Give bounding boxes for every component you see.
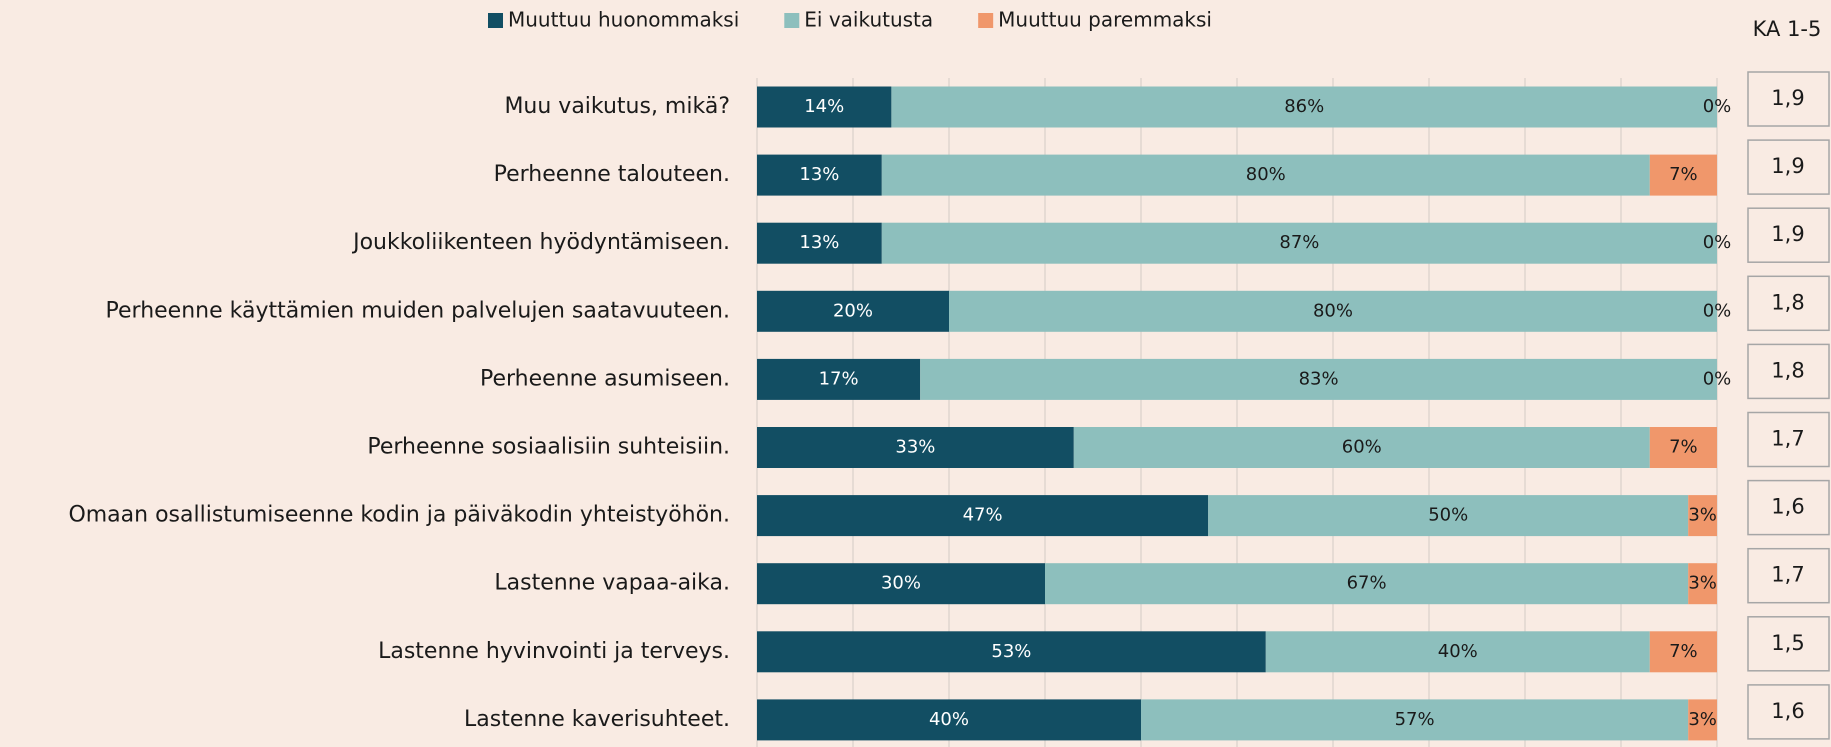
average-title: KA 1-5	[1753, 17, 1822, 41]
bar-segment	[1688, 495, 1717, 537]
bar-segment	[1649, 427, 1717, 468]
bar-segment	[1649, 154, 1717, 196]
value-label: 80%	[1246, 164, 1286, 185]
category-label: Muu vaikutus, mikä?	[504, 94, 730, 119]
bar-segment	[949, 290, 1717, 332]
average-box	[1747, 275, 1830, 332]
average-box	[1747, 547, 1830, 604]
bar-segment	[1688, 699, 1717, 741]
bar-segment	[1045, 563, 1689, 605]
value-label: 53%	[991, 641, 1031, 662]
bar-segment	[757, 86, 892, 128]
bar-segment	[757, 631, 1266, 673]
value-label: 7%	[1669, 164, 1698, 185]
value-label: 83%	[1299, 368, 1339, 389]
value-label: 0%	[1703, 232, 1732, 253]
value-label: 86%	[1284, 96, 1324, 117]
average-value: 1,7	[1771, 427, 1804, 451]
value-label: 60%	[1342, 437, 1382, 458]
bar-segment	[1073, 427, 1650, 468]
value-label: 20%	[833, 300, 873, 321]
average-value: 1,6	[1771, 495, 1804, 519]
value-label: 7%	[1669, 437, 1698, 458]
average-value: 1,7	[1771, 563, 1804, 587]
bar-segment	[1688, 563, 1717, 605]
bar-segment	[881, 154, 1650, 196]
value-label: 3%	[1688, 505, 1717, 526]
average-box	[1747, 684, 1830, 740]
bar-segment	[920, 358, 1717, 400]
average-box	[1747, 139, 1830, 195]
value-label: 0%	[1703, 368, 1732, 389]
value-label: 17%	[819, 368, 859, 389]
average-value: 1,8	[1771, 358, 1804, 382]
bar-segment	[757, 495, 1209, 537]
category-label: Perheenne asumiseen.	[480, 366, 730, 391]
bar-segment	[757, 154, 882, 196]
bar-segment	[891, 86, 1717, 128]
bar-segment	[1141, 699, 1689, 741]
value-label: 40%	[929, 709, 969, 730]
category-label: Lastenne vapaa-aika.	[494, 571, 730, 596]
bar-segment	[757, 699, 1141, 741]
value-label: 87%	[1279, 232, 1319, 253]
category-label: Perheenne sosiaalisiin suhteisiin.	[367, 435, 730, 460]
value-label: 13%	[799, 232, 839, 253]
average-value: 1,9	[1771, 86, 1804, 110]
bar-segment	[757, 290, 949, 332]
average-box	[1747, 343, 1830, 400]
average-box	[1747, 411, 1830, 468]
bar-segment	[881, 222, 1717, 264]
value-label: 0%	[1703, 96, 1732, 117]
value-label: 80%	[1313, 300, 1353, 321]
value-label: 57%	[1395, 709, 1435, 730]
legend-swatch	[978, 13, 994, 28]
value-label: 50%	[1428, 505, 1468, 526]
category-label: Joukkoliikenteen hyödyntämiseen.	[351, 230, 730, 255]
bar-segment	[757, 427, 1074, 468]
category-label: Perheenne talouteen.	[494, 162, 730, 187]
value-label: 7%	[1669, 641, 1698, 662]
average-box	[1747, 207, 1830, 263]
category-label: Omaan osallistumiseenne kodin ja päiväko…	[68, 503, 730, 528]
bar-segment	[1208, 495, 1689, 537]
value-label: 3%	[1688, 573, 1717, 594]
legend-swatch	[784, 13, 800, 28]
bar-segment	[1649, 631, 1717, 673]
value-label: 33%	[895, 437, 935, 458]
average-box	[1747, 479, 1830, 536]
bar-segment	[757, 222, 882, 264]
bar-segment	[757, 358, 921, 400]
value-label: 3%	[1688, 709, 1717, 730]
legend-label: Ei vaikutusta	[804, 8, 933, 32]
value-label: 40%	[1438, 641, 1478, 662]
average-box	[1747, 616, 1830, 672]
legend-label: Muuttuu paremmaksi	[998, 8, 1212, 32]
category-label: Perheenne käyttämien muiden palvelujen s…	[106, 298, 730, 323]
value-label: 13%	[799, 164, 839, 185]
value-label: 0%	[1703, 300, 1732, 321]
value-label: 14%	[804, 96, 844, 117]
legend-swatch	[488, 13, 503, 28]
category-label: Lastenne hyvinvointi ja terveys.	[378, 639, 730, 664]
category-label: Lastenne kaverisuhteet.	[464, 707, 730, 732]
bar-segment	[1265, 631, 1650, 673]
value-label: 47%	[963, 505, 1003, 526]
legend-label: Muuttuu huonommaksi	[508, 8, 739, 32]
average-box	[1747, 71, 1830, 127]
average-value: 1,9	[1771, 154, 1804, 178]
value-label: 67%	[1347, 573, 1387, 594]
bar-segment	[757, 563, 1045, 605]
value-label: 30%	[881, 573, 921, 594]
average-value: 1,9	[1771, 222, 1804, 246]
average-value: 1,8	[1771, 290, 1804, 314]
average-value: 1,6	[1771, 699, 1804, 723]
average-value: 1,5	[1771, 631, 1804, 655]
